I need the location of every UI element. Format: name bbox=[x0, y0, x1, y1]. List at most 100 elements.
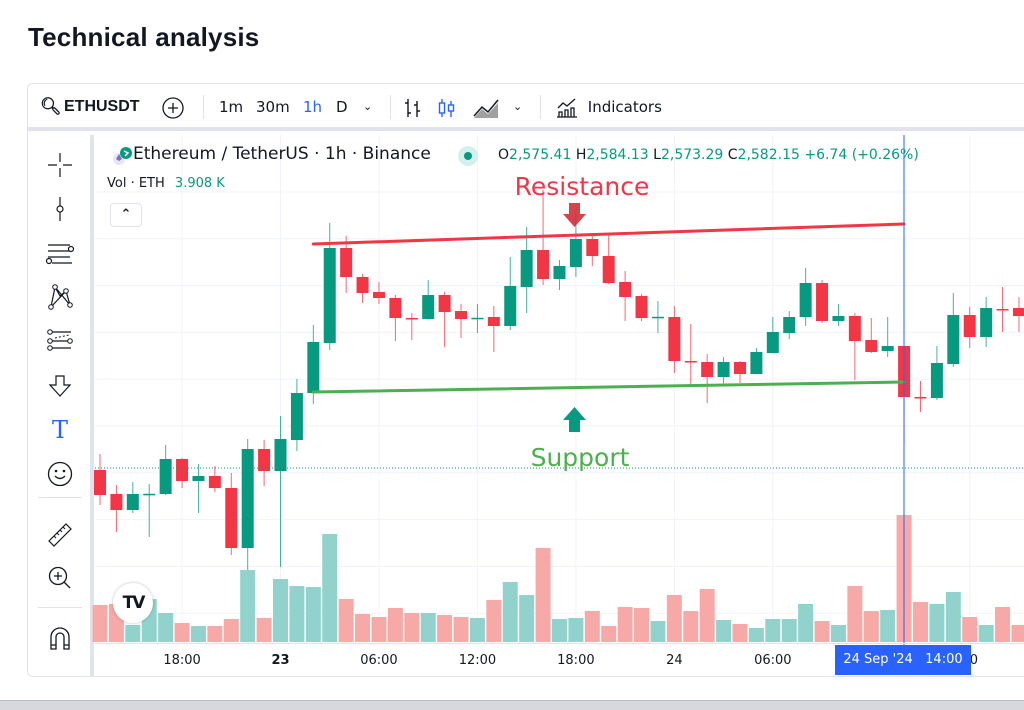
volume-bar bbox=[404, 613, 420, 642]
candle-body bbox=[537, 250, 550, 279]
candle-body bbox=[1012, 308, 1024, 316]
pattern-tool[interactable] bbox=[42, 279, 78, 315]
volume-bar bbox=[814, 621, 830, 642]
volume-bar bbox=[371, 617, 387, 642]
time-tick-label: 23 bbox=[271, 653, 290, 668]
volume-bar bbox=[683, 611, 699, 642]
volume-bar bbox=[420, 613, 436, 642]
interval-d[interactable]: D bbox=[336, 98, 348, 116]
candle-body bbox=[356, 277, 369, 293]
candlestick-icon bbox=[438, 98, 455, 117]
ruler-icon bbox=[48, 523, 72, 547]
candle-body bbox=[241, 449, 254, 548]
low-value: 2,573.29 bbox=[660, 147, 724, 163]
collapse-legend-button[interactable]: ⌃ bbox=[110, 203, 142, 227]
interval-30m[interactable]: 30m bbox=[256, 98, 290, 116]
parallel-channel-icon bbox=[45, 244, 75, 265]
candles-style-button[interactable] bbox=[436, 84, 458, 130]
open-value: 2,575.41 bbox=[509, 147, 572, 163]
candle-body bbox=[832, 316, 845, 321]
zoom-tool[interactable] bbox=[42, 560, 78, 596]
trend-line-tool[interactable] bbox=[42, 191, 78, 227]
measure-tool[interactable] bbox=[42, 517, 78, 553]
time-tick-label: 06:00 bbox=[754, 653, 792, 668]
volume-bar bbox=[486, 600, 502, 642]
candle-body bbox=[340, 248, 353, 277]
chevron-up-icon: ⌃ bbox=[120, 207, 132, 222]
volume-bar bbox=[617, 607, 633, 642]
arrow-tool[interactable] bbox=[42, 368, 78, 404]
ethereum-logo-icon bbox=[112, 146, 132, 170]
candle-body bbox=[619, 282, 632, 297]
candle-body bbox=[520, 250, 533, 287]
volume-bar bbox=[830, 625, 846, 642]
fib-tool[interactable] bbox=[42, 323, 78, 359]
volume-bar bbox=[568, 618, 584, 642]
crosshair-tool[interactable] bbox=[42, 147, 78, 183]
magnet-tool[interactable] bbox=[42, 620, 78, 656]
interval-1m[interactable]: 1m bbox=[219, 98, 244, 116]
volume-bar bbox=[551, 619, 567, 642]
area-chart-icon bbox=[473, 99, 499, 118]
volume-bar bbox=[174, 623, 190, 642]
candle-body bbox=[766, 332, 779, 353]
candle-body bbox=[126, 494, 139, 510]
resistance-label[interactable]: Resistance bbox=[514, 172, 650, 201]
text-tool[interactable]: T bbox=[42, 412, 78, 448]
divider bbox=[540, 95, 541, 119]
volume-bar bbox=[355, 614, 371, 642]
volume-bar bbox=[978, 625, 994, 642]
candle-body bbox=[176, 459, 189, 481]
volume-bar bbox=[798, 604, 814, 642]
time-tick-label: 18:00 bbox=[163, 653, 201, 668]
channel-tool[interactable] bbox=[42, 235, 78, 271]
close-label: C bbox=[727, 147, 738, 163]
candle-body bbox=[881, 346, 894, 351]
candle-body bbox=[848, 316, 861, 341]
candle-body bbox=[701, 362, 714, 377]
volume-bar bbox=[716, 620, 732, 642]
support-line bbox=[311, 380, 906, 394]
high-value: 2,584.13 bbox=[586, 147, 649, 163]
candle-body bbox=[504, 286, 517, 326]
candle-body bbox=[274, 439, 287, 471]
volume-bar bbox=[584, 611, 600, 642]
volume-bar bbox=[929, 604, 945, 642]
volume-legend[interactable]: Vol · ETH 3.908 K bbox=[107, 176, 225, 191]
support-arrow-icon[interactable] bbox=[563, 407, 586, 432]
candle-body bbox=[372, 292, 385, 298]
tradingview-logo[interactable]: TV bbox=[113, 583, 153, 623]
volume-bar bbox=[240, 570, 256, 642]
bars-style-button[interactable] bbox=[402, 84, 424, 130]
emoji-tool[interactable] bbox=[42, 456, 78, 492]
candle-body bbox=[258, 449, 271, 471]
chart-style-dropdown[interactable]: ⌄ bbox=[513, 84, 522, 130]
indicators-button[interactable]: Indicators bbox=[555, 84, 662, 130]
interval-1h[interactable]: 1h bbox=[303, 98, 323, 116]
volume-bar bbox=[962, 617, 978, 642]
annotations[interactable] bbox=[311, 222, 906, 394]
divider bbox=[38, 497, 82, 498]
market-status[interactable] bbox=[458, 146, 478, 166]
candle-body bbox=[405, 318, 418, 320]
chevron-down-icon: ⌄ bbox=[363, 100, 373, 113]
volume-bar bbox=[273, 579, 289, 642]
support-label[interactable]: Support bbox=[530, 443, 630, 472]
volume-bar bbox=[453, 617, 469, 642]
volume-bar bbox=[519, 595, 535, 642]
interval-dropdown[interactable]: ⌄ bbox=[363, 84, 372, 130]
resistance-arrow-icon[interactable] bbox=[563, 203, 586, 227]
candle-body bbox=[733, 362, 746, 374]
magnet-icon bbox=[50, 627, 70, 650]
area-style-button[interactable] bbox=[472, 84, 502, 130]
compare-symbol-button[interactable] bbox=[161, 84, 185, 130]
window-edge bbox=[0, 700, 1024, 710]
symbol-legend[interactable]: Ethereum / TetherUS · 1h · Binance bbox=[133, 144, 431, 164]
chevron-down-icon: ⌄ bbox=[513, 100, 523, 113]
candle-body bbox=[980, 308, 993, 337]
volume-bar bbox=[1011, 625, 1024, 642]
symbol-search-button[interactable]: 🔍︎ bbox=[40, 84, 62, 130]
symbol-label[interactable]: ETHUSDT bbox=[64, 98, 140, 115]
candle-body bbox=[553, 266, 566, 279]
